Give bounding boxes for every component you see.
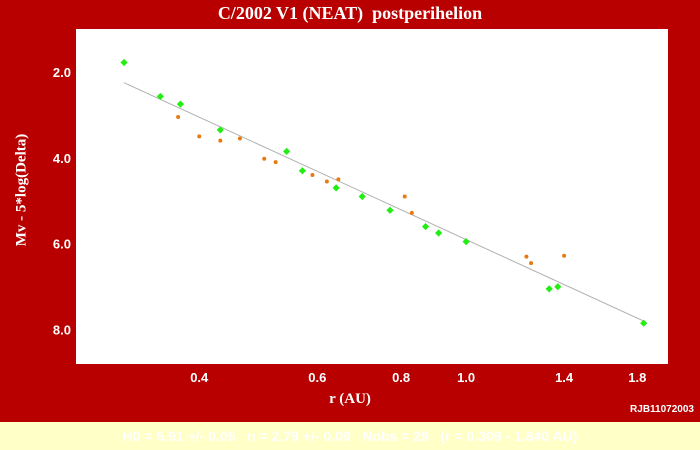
x-tick-label: 1.0 [457, 370, 475, 385]
data-point-diamond [462, 237, 470, 246]
x-tick-label: 0.8 [392, 370, 410, 385]
x-tick-label: 1.4 [555, 370, 574, 385]
data-point-diamond [216, 126, 224, 134]
y-tick-label: 2.0 [53, 65, 71, 80]
data-point-dot [324, 179, 329, 184]
data-point-dot [262, 156, 267, 161]
data-point-diamond [545, 285, 553, 293]
x-tick-label: 0.6 [308, 370, 326, 385]
data-point-dot [402, 194, 407, 199]
credit-label: RJB11072003 [630, 404, 694, 415]
data-point-diamond [283, 147, 291, 156]
data-point-diamond [176, 100, 185, 108]
data-point-diamond [640, 319, 648, 327]
data-point-diamond [120, 58, 128, 67]
y-tick-label: 6.0 [53, 237, 71, 252]
data-point-dot [310, 173, 315, 178]
data-point-dot [409, 210, 414, 215]
y-tick-label: 4.0 [53, 151, 71, 166]
data-point-diamond [298, 167, 306, 175]
data-point-dot [197, 134, 202, 139]
y-tick-label: 8.0 [53, 323, 71, 338]
data-point-dot [237, 136, 242, 141]
data-point-diamond [332, 184, 340, 192]
data-point-diamond [421, 222, 430, 231]
data-point-dot [529, 261, 534, 266]
data-point-dot [336, 177, 341, 182]
chart-title: C/2002 V1 (NEAT) postperihelion [217, 3, 483, 23]
data-point-diamond [554, 283, 562, 291]
x-axis-label: r (AU) [329, 391, 371, 407]
data-point-dot [218, 138, 223, 143]
data-point-diamond [386, 206, 394, 214]
data-point-dot [524, 254, 529, 259]
x-tick-label: 0.4 [190, 370, 209, 385]
x-tick-label: 1.8 [628, 370, 646, 385]
data-point-diamond [435, 229, 443, 237]
data-point-diamond [358, 192, 366, 201]
data-point-dot [273, 160, 278, 165]
data-point-diamond [156, 92, 164, 101]
fit-summary-footer: H0 = 5.91 +/- 0.05 n = 2.79 +/- 0.09 Nob… [0, 422, 700, 450]
data-point-dot [562, 253, 567, 258]
fit-line [123, 82, 644, 322]
y-axis-label: Mv - 5*log(Delta) [13, 133, 30, 247]
data-point-dot [176, 115, 181, 120]
